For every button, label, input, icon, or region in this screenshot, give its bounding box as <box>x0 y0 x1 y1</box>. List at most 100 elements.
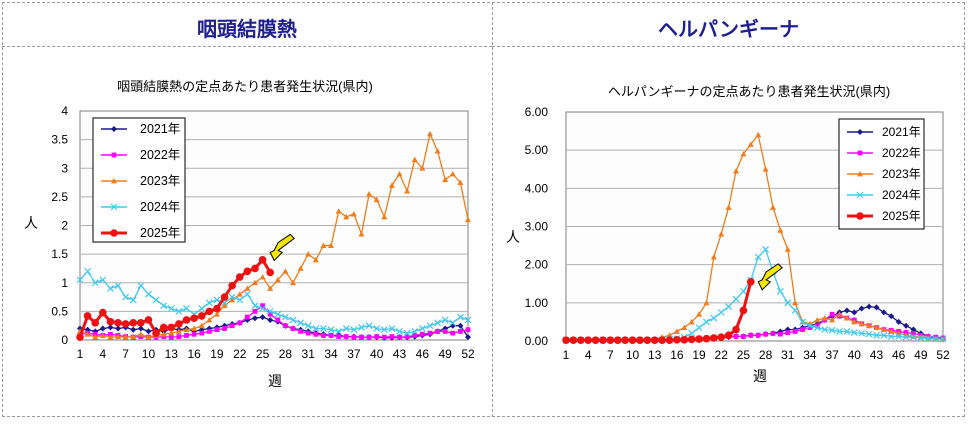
data-point-0-43 <box>873 304 880 311</box>
data-point-3-34 <box>327 326 335 334</box>
data-point-2-6 <box>115 333 122 339</box>
data-point-4-23 <box>243 267 252 276</box>
y-axis-label: 人 <box>24 215 38 231</box>
data-point-3-38 <box>358 323 365 331</box>
data-point-2-20 <box>221 302 228 309</box>
data-point-3-43 <box>396 327 403 335</box>
data-point-3-31 <box>304 322 312 330</box>
data-point-3-24 <box>251 302 259 310</box>
legend-label-3: 2024年 <box>140 200 180 214</box>
data-point-3-40 <box>850 329 858 337</box>
data-point-1-37 <box>829 311 835 317</box>
data-point-0-42 <box>866 303 873 310</box>
data-point-4-22 <box>235 273 244 281</box>
x-tick-label: 40 <box>370 347 384 361</box>
data-point-3-18 <box>205 299 213 307</box>
legend-label-1: 2022年 <box>140 148 180 162</box>
data-point-1-49 <box>442 329 448 334</box>
data-point-2-49 <box>442 176 449 183</box>
data-point-3-39 <box>843 328 851 335</box>
data-point-3-49 <box>441 316 449 324</box>
data-point-0-26 <box>267 316 274 323</box>
outer-frame <box>2 2 965 417</box>
data-point-3-30 <box>776 287 784 295</box>
data-point-2-17 <box>681 324 688 331</box>
data-point-2-41 <box>381 213 388 220</box>
data-point-3-45 <box>411 327 419 335</box>
legend-label-1: 2022年 <box>882 146 921 160</box>
data-point-2-52 <box>465 216 471 223</box>
series-line-1 <box>79 304 469 338</box>
y-tick-label: 3.00 <box>525 220 549 234</box>
data-point-1-37 <box>351 334 357 340</box>
legend-label-4: 2025年 <box>882 209 921 223</box>
data-point-3-48 <box>910 333 917 341</box>
data-point-4-26 <box>747 278 755 286</box>
data-point-1-26 <box>267 311 273 317</box>
data-point-3-19 <box>695 324 703 332</box>
data-point-0-45 <box>888 313 895 320</box>
data-point-2-34 <box>328 242 335 248</box>
data-point-4-17 <box>197 312 206 320</box>
data-point-3-42 <box>865 330 873 338</box>
x-tick-label: 43 <box>393 347 407 361</box>
chart-title: ヘルパンギーナの定点あたり患者発生状況(県内) <box>608 84 890 99</box>
data-point-3-15 <box>183 305 190 312</box>
y-tick-label: 2.00 <box>525 258 549 272</box>
data-point-2-16 <box>191 325 198 331</box>
data-point-4-14 <box>658 336 666 345</box>
data-point-3-23 <box>725 303 733 311</box>
data-point-4-7 <box>606 336 615 345</box>
data-point-3-48 <box>434 319 441 327</box>
data-point-4-23 <box>724 331 733 340</box>
x-tick-label: 37 <box>347 347 361 361</box>
x-tick-label: 13 <box>648 348 662 362</box>
data-point-2-8 <box>130 333 137 339</box>
data-point-0-41 <box>858 305 865 312</box>
data-point-3-50 <box>924 335 932 343</box>
x-tick-label: 43 <box>870 348 884 362</box>
y-tick-label: 4.00 <box>525 181 549 195</box>
data-point-3-52 <box>464 316 472 324</box>
data-point-1-14 <box>176 334 182 339</box>
data-point-2-3 <box>92 334 99 340</box>
y-tick-label: 4 <box>61 104 68 118</box>
data-point-4-7 <box>121 320 130 328</box>
legend-marker-2 <box>857 171 863 177</box>
data-point-1-50 <box>450 330 456 336</box>
x-tick-label: 34 <box>324 347 338 361</box>
data-point-3-44 <box>880 331 888 339</box>
data-point-1-29 <box>770 330 776 336</box>
highlight-arrow <box>757 263 783 291</box>
x-tick-label: 4 <box>99 347 106 361</box>
data-point-1-16 <box>191 331 197 337</box>
data-point-0-8 <box>130 326 137 333</box>
data-point-2-7 <box>122 334 129 340</box>
data-point-4-3 <box>576 336 585 345</box>
data-point-2-30 <box>777 227 784 233</box>
data-point-0-44 <box>880 309 887 316</box>
data-point-1-44 <box>404 334 410 339</box>
data-point-4-13 <box>167 323 176 332</box>
data-point-3-8 <box>129 296 137 304</box>
data-point-2-42 <box>388 182 395 188</box>
data-point-4-21 <box>710 334 718 342</box>
data-point-2-28 <box>282 268 289 274</box>
data-point-3-4 <box>99 276 107 284</box>
data-point-3-36 <box>342 325 350 332</box>
data-point-1-51 <box>457 329 463 334</box>
data-point-2-2 <box>84 331 91 337</box>
data-point-2-43 <box>873 324 880 331</box>
data-point-2-51 <box>457 179 464 185</box>
x-tick-label: 34 <box>803 348 817 362</box>
data-point-0-4 <box>99 325 106 332</box>
data-point-2-36 <box>343 213 350 220</box>
data-point-4-8 <box>613 336 622 345</box>
data-point-2-27 <box>274 276 281 283</box>
x-tick-label: 4 <box>585 348 592 362</box>
x-tick-label: 28 <box>759 348 773 362</box>
legend-marker-4 <box>856 212 864 220</box>
data-point-0-40 <box>851 309 858 316</box>
data-point-3-21 <box>228 293 236 301</box>
data-point-3-13 <box>167 305 175 312</box>
